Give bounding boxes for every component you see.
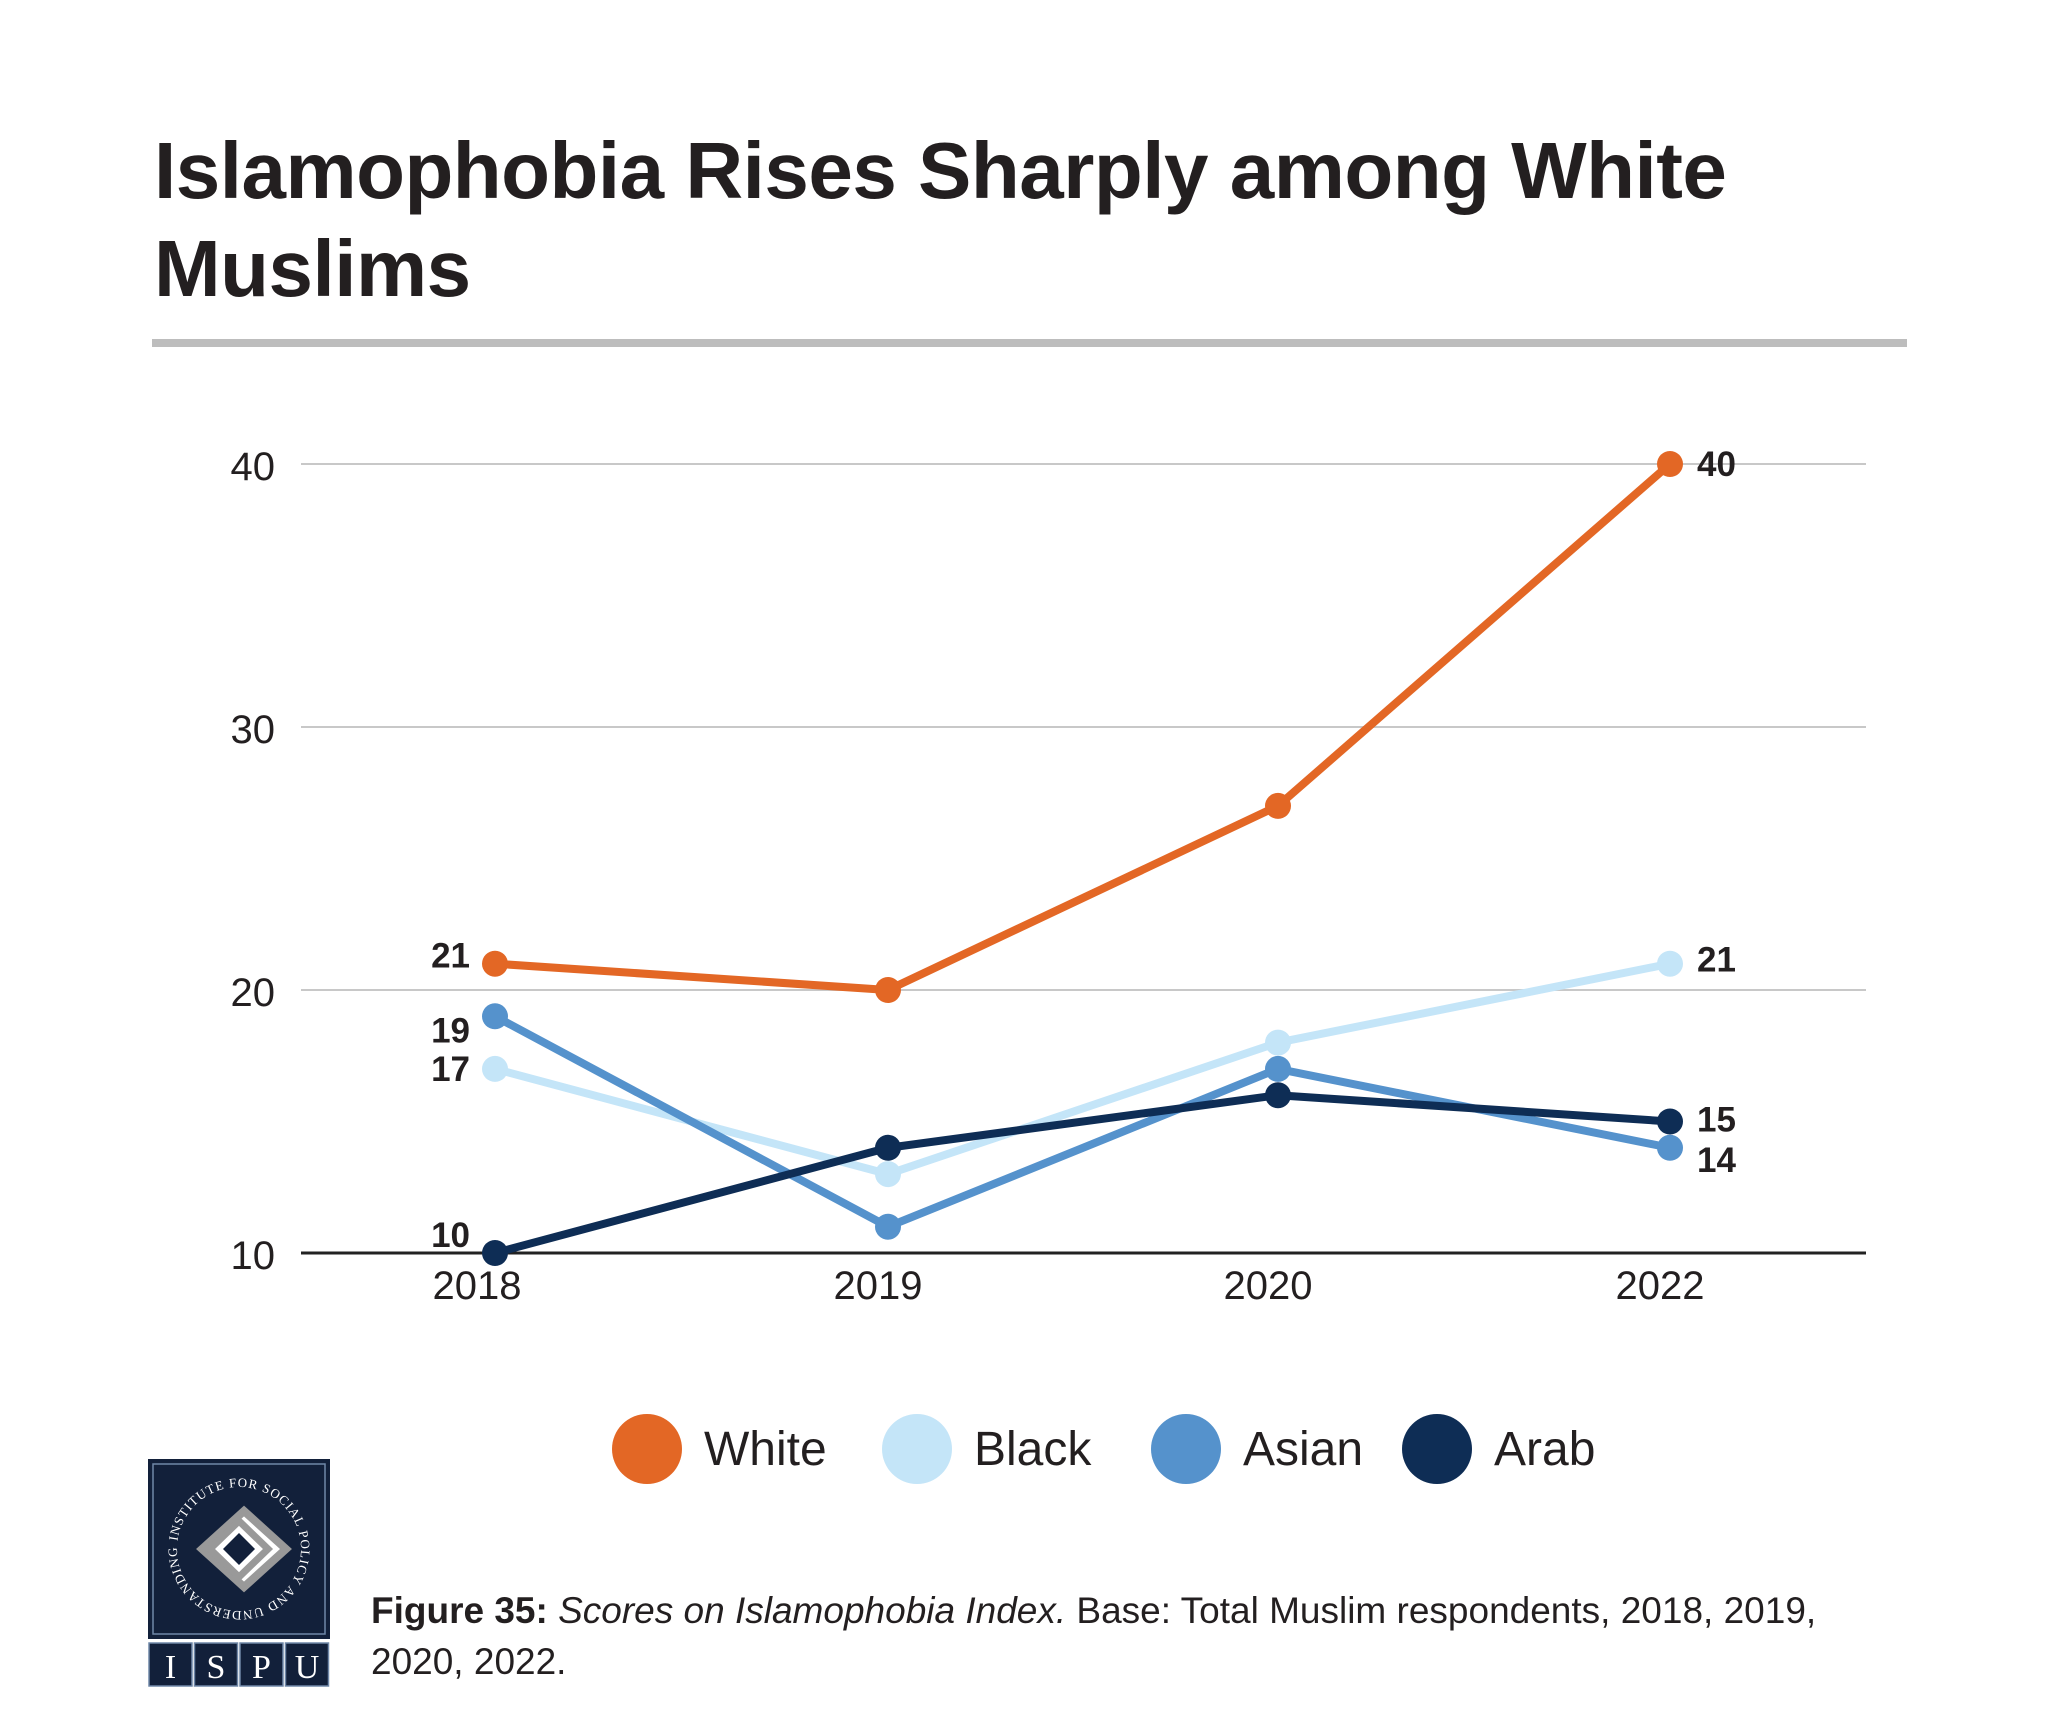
chart-title: Islamophobia Rises Sharply among White M… [154,126,1727,313]
data-label-asian: 14 [1697,1141,1736,1180]
data-point-black [1657,950,1683,977]
x-tick-label: 2018 [433,1264,522,1308]
legend-swatch [1402,1414,1472,1484]
data-point-asian [1657,1134,1683,1161]
legend-item-asian: Asian [1151,1414,1363,1484]
y-tick-label: 10 [231,1234,276,1278]
data-point-asian [482,1003,508,1030]
data-point-white [875,977,901,1003]
figure-base-note: Base: Total Muslim respondents, 2018, 20… [371,1590,1817,1682]
figure-caption: Figure 35: Scores on Islamophobia Index.… [371,1585,1911,1687]
legend-item-white: White [612,1414,827,1484]
x-tick-label: 2019 [834,1264,923,1308]
data-point-white [1657,451,1683,477]
data-point-arab [1265,1082,1291,1109]
data-point-arab [1657,1108,1683,1135]
series-line-arab [493,1091,1671,1257]
legend-label: White [704,1422,827,1476]
legend-swatch [612,1414,682,1484]
legend-swatch [882,1414,952,1484]
legend-item-arab: Arab [1402,1414,1595,1484]
data-point-arab [482,1240,508,1266]
data-label-white: 21 [431,937,470,976]
line-chart: 10 20 30 40 2018 2019 2020 2022 21 40 17 21 19 14 10 15 [231,445,1866,1308]
data-point-black [875,1161,901,1188]
data-label-black: 21 [1697,941,1736,980]
data-label-white: 40 [1697,445,1736,484]
legend-swatch [1151,1414,1221,1484]
legend-item-black: Black [882,1414,1091,1484]
x-tick-label: 2020 [1224,1264,1313,1308]
series-line-white [494,460,1673,994]
legend-label: Asian [1243,1422,1364,1476]
y-tick-label: 40 [231,445,276,489]
y-tick-label: 30 [231,708,276,752]
title-divider [152,339,1907,347]
logo-letter: I [165,1649,176,1686]
logo-letter-box [193,1642,239,1687]
legend-label: Arab [1494,1422,1596,1476]
logo-letter: U [295,1649,320,1686]
data-point-black [482,1055,508,1082]
ispu-logo: INSTITUTE FOR SOCIAL POLICY AND UNDERSTA… [148,1459,330,1687]
data-label-arab: 10 [431,1216,470,1255]
logo-letter-box [284,1642,330,1687]
x-tick-label: 2022 [1616,1264,1705,1308]
figure-description: Scores on Islamophobia Index. [558,1590,1067,1631]
data-label-black: 17 [431,1050,470,1089]
logo-letter: P [252,1649,271,1686]
data-point-asian [875,1213,901,1240]
data-point-white [1265,792,1291,819]
data-point-white [482,950,508,977]
data-label-arab: 15 [1697,1101,1736,1140]
logo-letter-box [148,1642,193,1687]
data-point-arab [875,1134,901,1161]
data-label-asian: 19 [431,1011,470,1050]
series-line-black [493,959,1671,1179]
logo-letter-box [239,1642,284,1687]
y-tick-label: 20 [231,971,276,1015]
figure-label: Figure 35: [371,1590,548,1631]
data-point-black [1265,1029,1291,1056]
legend-label: Black [974,1422,1092,1476]
logo-letter: S [207,1649,226,1686]
data-point-asian [1265,1055,1291,1082]
